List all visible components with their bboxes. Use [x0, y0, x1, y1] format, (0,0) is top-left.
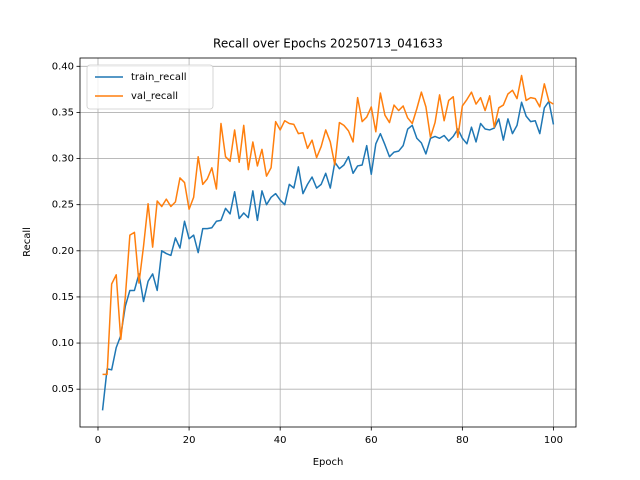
chart-title: Recall over Epochs 20250713_041633	[213, 37, 443, 51]
legend-label: val_recall	[131, 91, 178, 102]
y-tick-label: 0.05	[52, 384, 74, 395]
legend-box	[86, 64, 214, 110]
y-tick-label: 0.30	[52, 154, 74, 165]
y-tick-label: 0.35	[52, 107, 74, 118]
x-tick-label: 100	[544, 435, 563, 446]
y-tick-label: 0.25	[52, 200, 74, 211]
x-tick-label: 40	[274, 435, 287, 446]
x-tick-label: 0	[95, 435, 101, 446]
x-tick-label: 80	[456, 435, 469, 446]
y-tick-label: 0.20	[52, 246, 74, 257]
x-tick-label: 20	[183, 435, 196, 446]
y-axis-label: Recall	[22, 227, 33, 257]
y-tick-label: 0.10	[52, 338, 74, 349]
y-tick-label: 0.15	[52, 292, 74, 303]
x-axis-label: Epoch	[313, 457, 344, 468]
axes-frame	[79, 57, 577, 428]
line-series	[101, 100, 555, 411]
x-tick-label: 60	[365, 435, 378, 446]
line-series	[102, 74, 554, 376]
y-tick-label: 0.40	[52, 61, 74, 72]
legend-label: train_recall	[131, 72, 187, 83]
